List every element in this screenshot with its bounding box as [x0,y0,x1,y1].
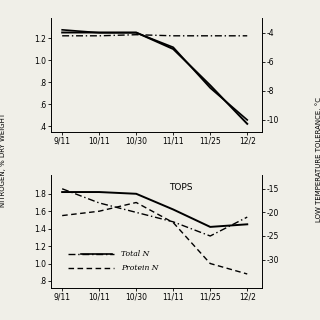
Text: NITROGEN, % DRY WEIGHT: NITROGEN, % DRY WEIGHT [0,113,6,207]
Text: TOPS: TOPS [169,183,192,192]
Text: LOW TEMPERATURE TOLERANCE, °C: LOW TEMPERATURE TOLERANCE, °C [315,98,320,222]
Text: Protein N: Protein N [121,264,158,272]
Text: Total N: Total N [121,250,149,258]
